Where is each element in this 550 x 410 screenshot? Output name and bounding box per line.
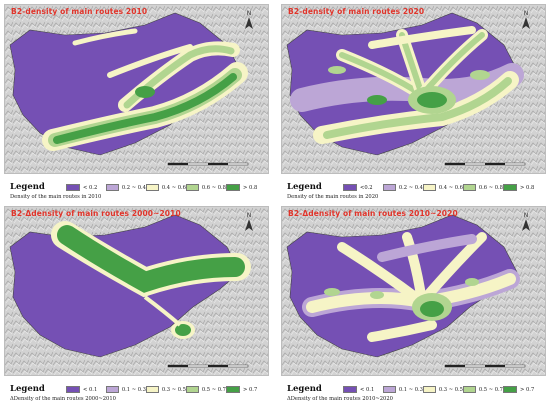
legend-title: Legend (287, 384, 322, 394)
legend-item: 0.2 ~ 0.4 (106, 184, 146, 191)
map-title: B2-Δdensity of main routes 2000~2010 (11, 209, 181, 218)
legend-item: 0.6 ~ 0.8 (463, 184, 503, 191)
map-panel-delta-2000-2010: N B2-Δdensity of main routes 2000~2010 L… (4, 206, 269, 406)
legend-item: 0.2 ~ 0.4 (383, 184, 423, 191)
route-density-bands (290, 26, 524, 144)
north-arrow: N (522, 10, 530, 29)
legend-item: 0.5 ~ 0.7 (186, 386, 226, 393)
north-arrow: N (245, 212, 253, 231)
route-density-bands (51, 221, 251, 339)
density-map: N (282, 207, 545, 375)
legend-item: 0.3 ~ 0.5 (423, 386, 463, 393)
legend: Legend ΔDensity of the main routes 2010~… (281, 382, 546, 406)
map-panel-2010: N B2-density of main routes 2010 Legend … (4, 4, 269, 204)
svg-text:N: N (247, 10, 252, 17)
legend-item: > 0.8 (503, 184, 543, 191)
scale-bar (167, 364, 249, 368)
legend-item: 0.1 ~ 0.3 (383, 386, 423, 393)
legend-item: < 0.1 (66, 386, 106, 393)
density-map: N (5, 5, 268, 173)
legend-item: 0.1 ~ 0.3 (106, 386, 146, 393)
route-density-bands (302, 232, 520, 342)
legend-item: < 0.1 (343, 386, 383, 393)
scale-bar (444, 364, 526, 368)
legend-item: > 0.8 (226, 184, 266, 191)
map-title: B2-density of main routes 2020 (288, 7, 425, 16)
legend-item: < 0.2 (66, 184, 106, 191)
legend-item: 0.4 ~ 0.6 (146, 184, 186, 191)
map-frame: N B2-Δdensity of main routes 2010~2020 (281, 206, 546, 376)
legend-items: < 0.2 0.2 ~ 0.4 0.4 ~ 0.6 0.6 ~ 0.8 > 0.… (66, 184, 266, 191)
legend-item: 0.5 ~ 0.7 (463, 386, 503, 393)
scale-bar (444, 162, 526, 166)
legend-subtitle: Density of the main routes in 2010 (10, 194, 102, 200)
map-panel-delta-2010-2020: N B2-Δdensity of main routes 2010~2020 L… (281, 206, 546, 406)
svg-text:N: N (524, 10, 529, 17)
legend-subtitle: Density of the main routes in 2020 (287, 194, 379, 200)
map-title: B2-Δdensity of main routes 2010~2020 (288, 209, 458, 218)
legend: Legend Density of the main routes in 201… (4, 180, 269, 204)
map-frame: N B2-density of main routes 2010 (4, 4, 269, 174)
map-frame: N B2-Δdensity of main routes 2000~2010 (4, 206, 269, 376)
legend-title: Legend (287, 182, 322, 192)
legend-title: Legend (10, 182, 45, 192)
density-map: N (5, 207, 268, 375)
legend-item: 0.3 ~ 0.5 (146, 386, 186, 393)
north-arrow: N (522, 212, 530, 231)
legend-items: <0.2 0.2 ~ 0.4 0.4 ~ 0.6 0.6 ~ 0.8 > 0.8 (343, 184, 543, 191)
legend-subtitle: ΔDensity of the main routes 2000~2010 (10, 396, 116, 402)
map-frame: N B2-density of main routes 2020 (281, 4, 546, 174)
legend-item: > 0.7 (226, 386, 266, 393)
legend-item: 0.6 ~ 0.8 (186, 184, 226, 191)
map-title: B2-density of main routes 2010 (11, 7, 148, 16)
legend: Legend ΔDensity of the main routes 2000~… (4, 382, 269, 406)
legend-item: <0.2 (343, 184, 383, 191)
legend-item: > 0.7 (503, 386, 543, 393)
legend-title: Legend (10, 384, 45, 394)
svg-text:N: N (247, 212, 252, 219)
scale-bar (167, 162, 249, 166)
legend-item: 0.4 ~ 0.6 (423, 184, 463, 191)
legend-subtitle: ΔDensity of the main routes 2010~2020 (287, 396, 393, 402)
legend-items: < 0.1 0.1 ~ 0.3 0.3 ~ 0.5 0.5 ~ 0.7 > 0.… (66, 386, 266, 393)
route-density-bands (42, 28, 248, 151)
svg-text:N: N (524, 212, 529, 219)
legend-items: < 0.1 0.1 ~ 0.3 0.3 ~ 0.5 0.5 ~ 0.7 > 0.… (343, 386, 543, 393)
map-panel-2020: N B2-density of main routes 2020 Legend … (281, 4, 546, 204)
density-map: N (282, 5, 545, 173)
north-arrow: N (245, 10, 253, 29)
legend: Legend Density of the main routes in 202… (281, 180, 546, 204)
